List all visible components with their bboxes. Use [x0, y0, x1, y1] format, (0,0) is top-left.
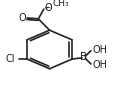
Text: CH₃: CH₃ — [53, 0, 69, 8]
Text: B: B — [80, 52, 87, 62]
Text: O: O — [45, 3, 53, 13]
Text: Cl: Cl — [6, 54, 15, 64]
Text: O: O — [18, 13, 26, 23]
Text: OH: OH — [92, 45, 107, 55]
Text: OH: OH — [92, 60, 107, 70]
